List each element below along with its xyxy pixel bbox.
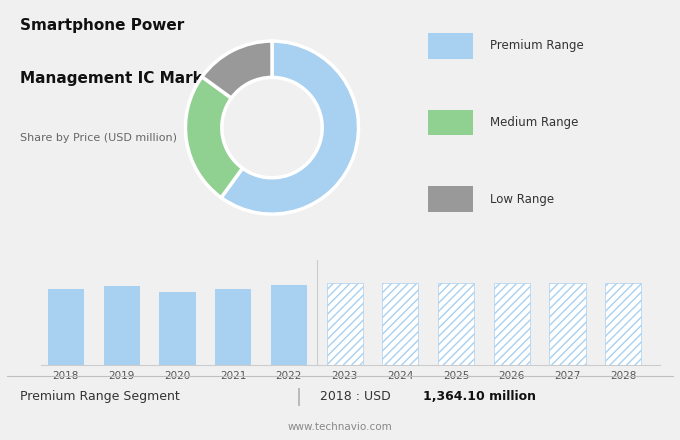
Bar xyxy=(438,283,474,365)
Bar xyxy=(159,293,196,365)
Text: www.technavio.com: www.technavio.com xyxy=(288,422,392,432)
Text: Low Range: Low Range xyxy=(490,193,554,205)
Text: Smartphone Power: Smartphone Power xyxy=(20,18,185,33)
Text: |: | xyxy=(296,388,302,406)
Bar xyxy=(605,283,641,365)
Wedge shape xyxy=(202,41,272,98)
Text: 2018 : USD: 2018 : USD xyxy=(320,390,394,403)
Text: Premium Range: Premium Range xyxy=(490,40,583,52)
Text: Management IC Market: Management IC Market xyxy=(20,71,220,86)
Bar xyxy=(215,289,251,365)
Bar xyxy=(494,283,530,365)
Text: Medium Range: Medium Range xyxy=(490,116,578,129)
Bar xyxy=(48,290,84,365)
Wedge shape xyxy=(221,41,358,214)
Wedge shape xyxy=(186,77,243,198)
FancyBboxPatch shape xyxy=(428,33,473,59)
Text: Premium Range Segment: Premium Range Segment xyxy=(20,390,180,403)
Bar xyxy=(382,283,418,365)
Bar xyxy=(549,283,585,365)
Bar xyxy=(326,283,362,365)
Text: 1,364.10 million: 1,364.10 million xyxy=(423,390,536,403)
Text: Share by Price (USD million): Share by Price (USD million) xyxy=(20,133,177,143)
FancyBboxPatch shape xyxy=(428,186,473,212)
Bar xyxy=(103,286,140,365)
Bar xyxy=(271,285,307,365)
FancyBboxPatch shape xyxy=(428,110,473,135)
